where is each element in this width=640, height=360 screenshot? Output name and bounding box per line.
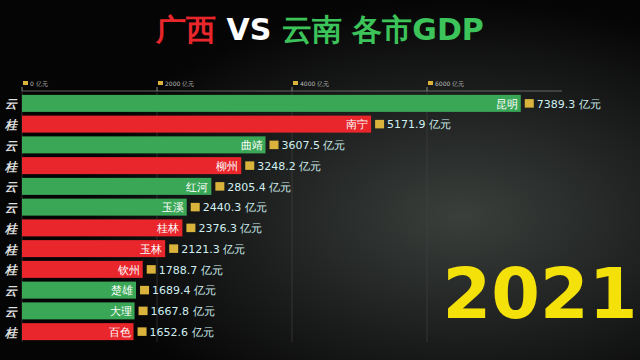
- bar: [22, 302, 135, 319]
- tick-label: 0 亿元: [30, 80, 48, 87]
- bar: [22, 95, 521, 112]
- row-icon: 云: [5, 201, 18, 215]
- category-label: 昆明: [496, 98, 518, 111]
- category-label: 桂林: [156, 222, 179, 235]
- tick-label: 6000 亿元: [435, 80, 464, 87]
- row-icon: 桂: [4, 326, 18, 340]
- value-label: 1652.6 亿元: [150, 326, 214, 339]
- row-icon: 桂: [4, 118, 18, 132]
- chart: 广西 VS 云南 各市GDP 0 亿元 2000 亿元 4000 亿元 6000 亿元云…: [0, 0, 640, 360]
- row-icon: 桂: [4, 263, 18, 277]
- bar: [22, 219, 182, 236]
- category-label: 百色: [109, 326, 131, 339]
- tick-icon: [23, 81, 28, 85]
- background: [0, 0, 640, 360]
- value-label: 1788.7 亿元: [159, 264, 223, 277]
- row-icon: 云: [5, 284, 18, 298]
- category-label: 玉林: [140, 243, 162, 256]
- value-label: 1667.8 亿元: [151, 305, 215, 318]
- bar: [22, 136, 266, 153]
- value-icon: [139, 307, 148, 316]
- value-icon: [525, 99, 534, 108]
- year-label: 2021: [443, 253, 638, 335]
- value-icon: [375, 120, 384, 129]
- bar: [22, 157, 241, 174]
- tick: [157, 87, 158, 91]
- bar: [22, 240, 165, 257]
- value-icon: [191, 203, 200, 212]
- title: 广西 VS 云南 各市GDP: [155, 12, 484, 47]
- value-label: 2440.3 亿元: [203, 201, 267, 214]
- value-icon: [270, 141, 279, 150]
- tick-label: 2000 亿元: [165, 80, 194, 87]
- tick: [427, 87, 428, 91]
- value-label: 2121.3 亿元: [181, 243, 245, 256]
- value-label: 1689.4 亿元: [152, 284, 216, 297]
- row-icon: 云: [5, 305, 18, 319]
- row-icon: 云: [5, 139, 18, 153]
- category-label: 大理: [110, 305, 132, 318]
- row-icon: 桂: [4, 160, 18, 174]
- tick-icon: [428, 81, 433, 85]
- bar: [22, 116, 371, 133]
- value-label: 2376.3 亿元: [198, 222, 262, 235]
- bar: [22, 323, 134, 340]
- category-label: 楚雄: [111, 284, 133, 297]
- category-label: 柳州: [216, 160, 238, 173]
- tick-label: 4000 亿元: [300, 80, 329, 87]
- value-icon: [215, 182, 224, 191]
- row-icon: 云: [5, 180, 18, 194]
- tick-icon: [158, 81, 163, 85]
- value-label: 2805.4 亿元: [227, 181, 291, 194]
- category-label: 玉溪: [162, 201, 184, 214]
- row-icon: 桂: [4, 222, 18, 236]
- tick-icon: [293, 81, 298, 85]
- value-label: 5171.9 亿元: [387, 118, 451, 131]
- row-icon: 云: [5, 97, 18, 111]
- value-icon: [245, 161, 254, 170]
- bar: [22, 282, 136, 299]
- value-label: 7389.3 亿元: [537, 98, 601, 111]
- tick: [22, 87, 23, 91]
- tick: [292, 87, 293, 91]
- value-label: 3248.2 亿元: [257, 160, 321, 173]
- value-icon: [186, 224, 195, 233]
- bar: [22, 261, 143, 278]
- value-icon: [138, 327, 147, 336]
- value-icon: [140, 286, 149, 295]
- category-label: 红河: [186, 181, 208, 194]
- value-icon: [147, 265, 156, 274]
- value-icon: [169, 244, 178, 253]
- bar: [22, 199, 187, 216]
- value-label: 3607.5 亿元: [282, 139, 346, 152]
- category-label: 曲靖: [241, 139, 263, 152]
- category-label: 南宁: [346, 118, 368, 131]
- row-icon: 桂: [4, 243, 18, 257]
- bar: [22, 178, 211, 195]
- category-label: 钦州: [117, 264, 140, 277]
